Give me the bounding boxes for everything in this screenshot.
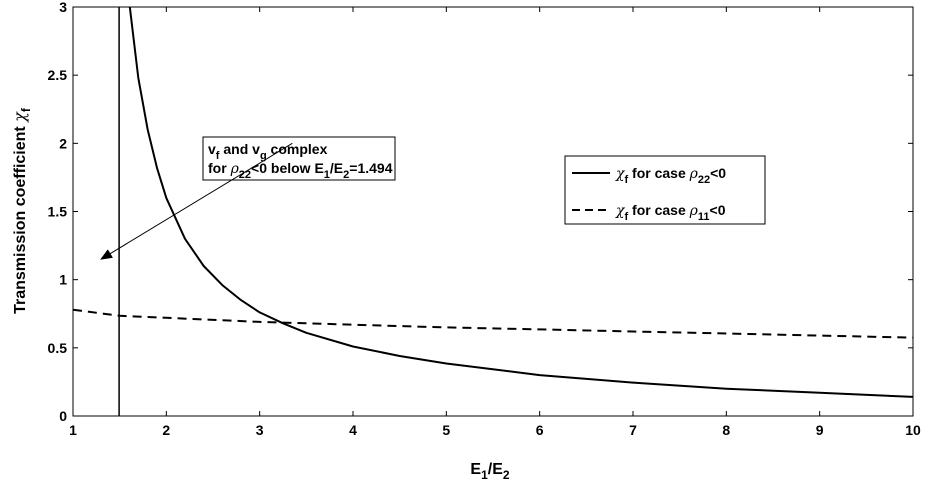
plot-area [73, 7, 913, 416]
y-tick-label: 1 [59, 272, 67, 288]
series-line-rho22 [128, 7, 913, 398]
annotation-box [202, 136, 396, 181]
x-tick-label: 6 [536, 422, 544, 438]
annotation-line-1: vf and vg complex [208, 141, 328, 162]
y-tick-label: 3 [59, 0, 67, 15]
x-tick-label: 4 [349, 422, 357, 438]
legend: χf for case ρ22<0 χf for case ρ11<0 [564, 155, 766, 225]
legend-box [564, 155, 766, 225]
x-tick-label: 9 [816, 422, 824, 438]
axes-frame [72, 6, 914, 417]
y-axis-label: Transmission coefficient χf [10, 107, 33, 314]
y-tick-label: 0.5 [48, 340, 68, 356]
x-tick-label: 5 [442, 422, 450, 438]
y-tick-label: 1.5 [48, 204, 68, 220]
y-axis-ticks: 0 0.5 1 1.5 2 2.5 3 [48, 0, 913, 424]
x-axis-ticks: 1 2 3 4 5 6 7 8 9 10 [69, 7, 921, 438]
legend-entry-rho11: χf for case ρ11<0 [615, 202, 726, 223]
x-tick-label: 3 [256, 422, 264, 438]
y-tick-label: 2 [59, 135, 67, 151]
x-tick-label: 8 [722, 422, 730, 438]
annotation-arrow [100, 142, 293, 260]
x-tick-label: 1 [69, 422, 77, 438]
y-tick-label: 0 [59, 408, 67, 424]
x-tick-label: 2 [162, 422, 170, 438]
y-tick-label: 2.5 [48, 67, 68, 83]
x-tick-label: 7 [629, 422, 637, 438]
legend-entry-rho22: χf for case ρ22<0 [615, 165, 726, 186]
annotation-line-2: for ρ22<0 below E1/E2=1.494 [208, 160, 393, 181]
series-line-rho11 [73, 308, 913, 339]
x-tick-label: 10 [905, 422, 921, 438]
annotation: vf and vg complex for ρ22<0 below E1/E2=… [100, 136, 396, 260]
x-axis-label: E1/E2 [470, 461, 509, 482]
